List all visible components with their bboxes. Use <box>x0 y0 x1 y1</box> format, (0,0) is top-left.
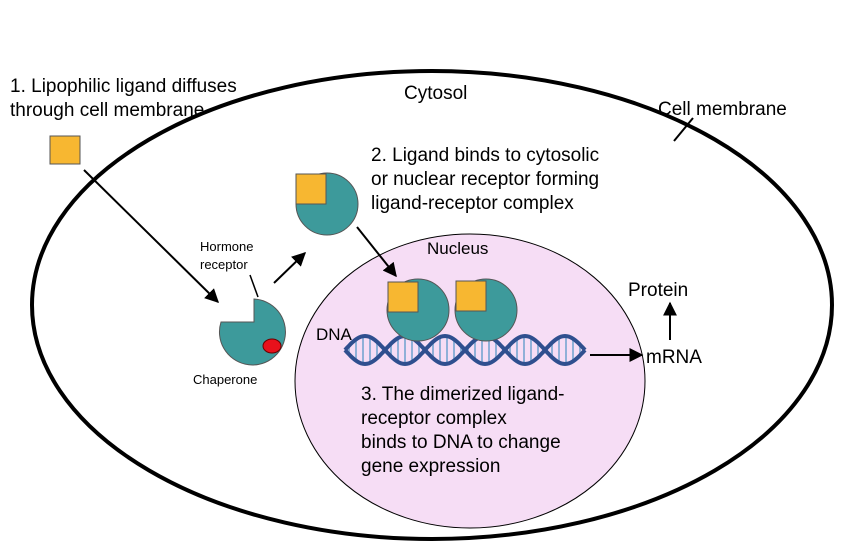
step2-label-line2: or nuclear receptor forming <box>371 169 599 190</box>
free-ligand <box>49 135 81 165</box>
cell-membrane-pointer <box>673 117 694 142</box>
step2-label-line3: ligand-receptor complex <box>371 193 574 214</box>
dna-label: DNA <box>316 325 353 344</box>
step1-label-line1: 1. Lipophilic ligand diffuses <box>10 76 237 97</box>
nucleus <box>294 233 646 529</box>
dimer-ligand-2 <box>455 280 487 312</box>
step1-label-line2: through cell membrane <box>10 100 204 121</box>
arrow-complex-to-nucleus <box>356 226 397 278</box>
chaperone-label: Chaperone <box>193 372 257 387</box>
dna-strand-2 <box>343 333 587 367</box>
nucleus-label: Nucleus <box>427 239 488 258</box>
dimer-ligand-1 <box>387 281 419 313</box>
step2-label-line1: 2. Ligand binds to cytosolic <box>371 145 599 166</box>
step3-label-line3: binds to DNA to change <box>361 432 561 453</box>
hormone-receptor-label-line2: receptor <box>200 257 248 272</box>
step3-label-line4: gene expression <box>361 456 500 477</box>
hormone-receptor-label-line1: Hormone <box>200 239 253 254</box>
receptor-pointer <box>249 274 259 298</box>
cytosol-label: Cytosol <box>404 83 467 104</box>
dna-helix <box>343 333 587 367</box>
mrna-label: mRNA <box>646 347 702 368</box>
arrow-receptor-to-complex <box>273 252 307 284</box>
hormone-receptor <box>218 298 286 366</box>
step3-label-line2: receptor complex <box>361 408 507 429</box>
arrow-ligand-to-receptor <box>83 169 219 303</box>
chaperone-protein <box>262 338 282 354</box>
protein-label: Protein <box>628 280 688 301</box>
complex-ligand <box>295 173 327 205</box>
cell-membrane-label: Cell membrane <box>658 99 787 120</box>
step3-label-line1: 3. The dimerized ligand- <box>361 384 564 405</box>
cell-membrane <box>30 69 834 541</box>
